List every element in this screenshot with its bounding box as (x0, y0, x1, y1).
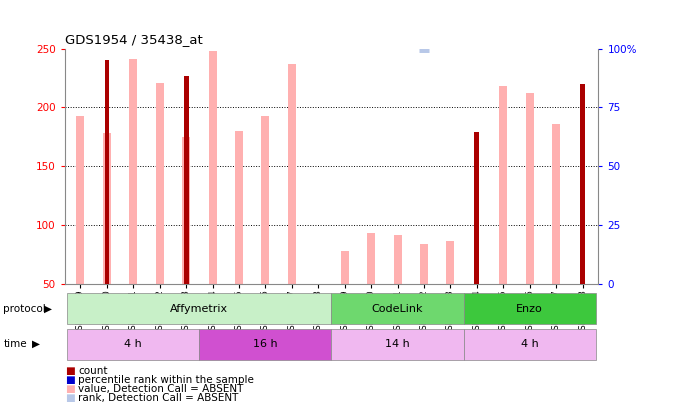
Bar (464, 293, 596, 324)
Text: ■: ■ (65, 375, 74, 385)
Bar (235, 131, 243, 284)
Bar (331, 293, 464, 324)
Bar (552, 124, 560, 284)
Text: percentile rank within the sample: percentile rank within the sample (78, 375, 254, 385)
Bar (103, 133, 111, 284)
Bar (67, 293, 331, 324)
Text: 4 h: 4 h (124, 339, 142, 349)
Bar (182, 137, 190, 284)
Bar (367, 233, 375, 284)
Text: CodeLink: CodeLink (372, 304, 424, 314)
Bar (331, 328, 464, 360)
Bar (105, 60, 109, 284)
Bar (464, 328, 596, 360)
Text: protocol: protocol (3, 304, 46, 314)
Text: rank, Detection Call = ABSENT: rank, Detection Call = ABSENT (78, 393, 239, 403)
Text: ■: ■ (65, 384, 74, 394)
Text: ▶: ▶ (32, 339, 40, 349)
Bar (199, 328, 331, 360)
Text: Enzo: Enzo (516, 304, 543, 314)
Text: ■: ■ (65, 393, 74, 403)
Bar (475, 132, 479, 284)
Bar (526, 93, 534, 284)
Text: ▶: ▶ (44, 304, 52, 314)
Bar (129, 59, 137, 284)
Text: 14 h: 14 h (385, 339, 410, 349)
Bar (184, 76, 188, 283)
Text: value, Detection Call = ABSENT: value, Detection Call = ABSENT (78, 384, 243, 394)
Bar (447, 241, 454, 284)
Bar (420, 243, 428, 284)
Bar (209, 51, 216, 284)
Bar (341, 251, 349, 284)
Text: GDS1954 / 35438_at: GDS1954 / 35438_at (65, 33, 203, 46)
Bar (262, 115, 269, 284)
Bar (76, 115, 84, 284)
Bar (394, 235, 401, 284)
Text: time: time (3, 339, 27, 349)
Bar (499, 86, 507, 284)
Text: count: count (78, 367, 107, 376)
Bar (580, 84, 585, 284)
Bar (67, 328, 199, 360)
Bar (156, 83, 164, 284)
Text: 16 h: 16 h (253, 339, 277, 349)
Text: ■: ■ (65, 367, 74, 376)
Bar (288, 64, 296, 283)
Text: 4 h: 4 h (521, 339, 539, 349)
Text: Affymetrix: Affymetrix (170, 304, 228, 314)
